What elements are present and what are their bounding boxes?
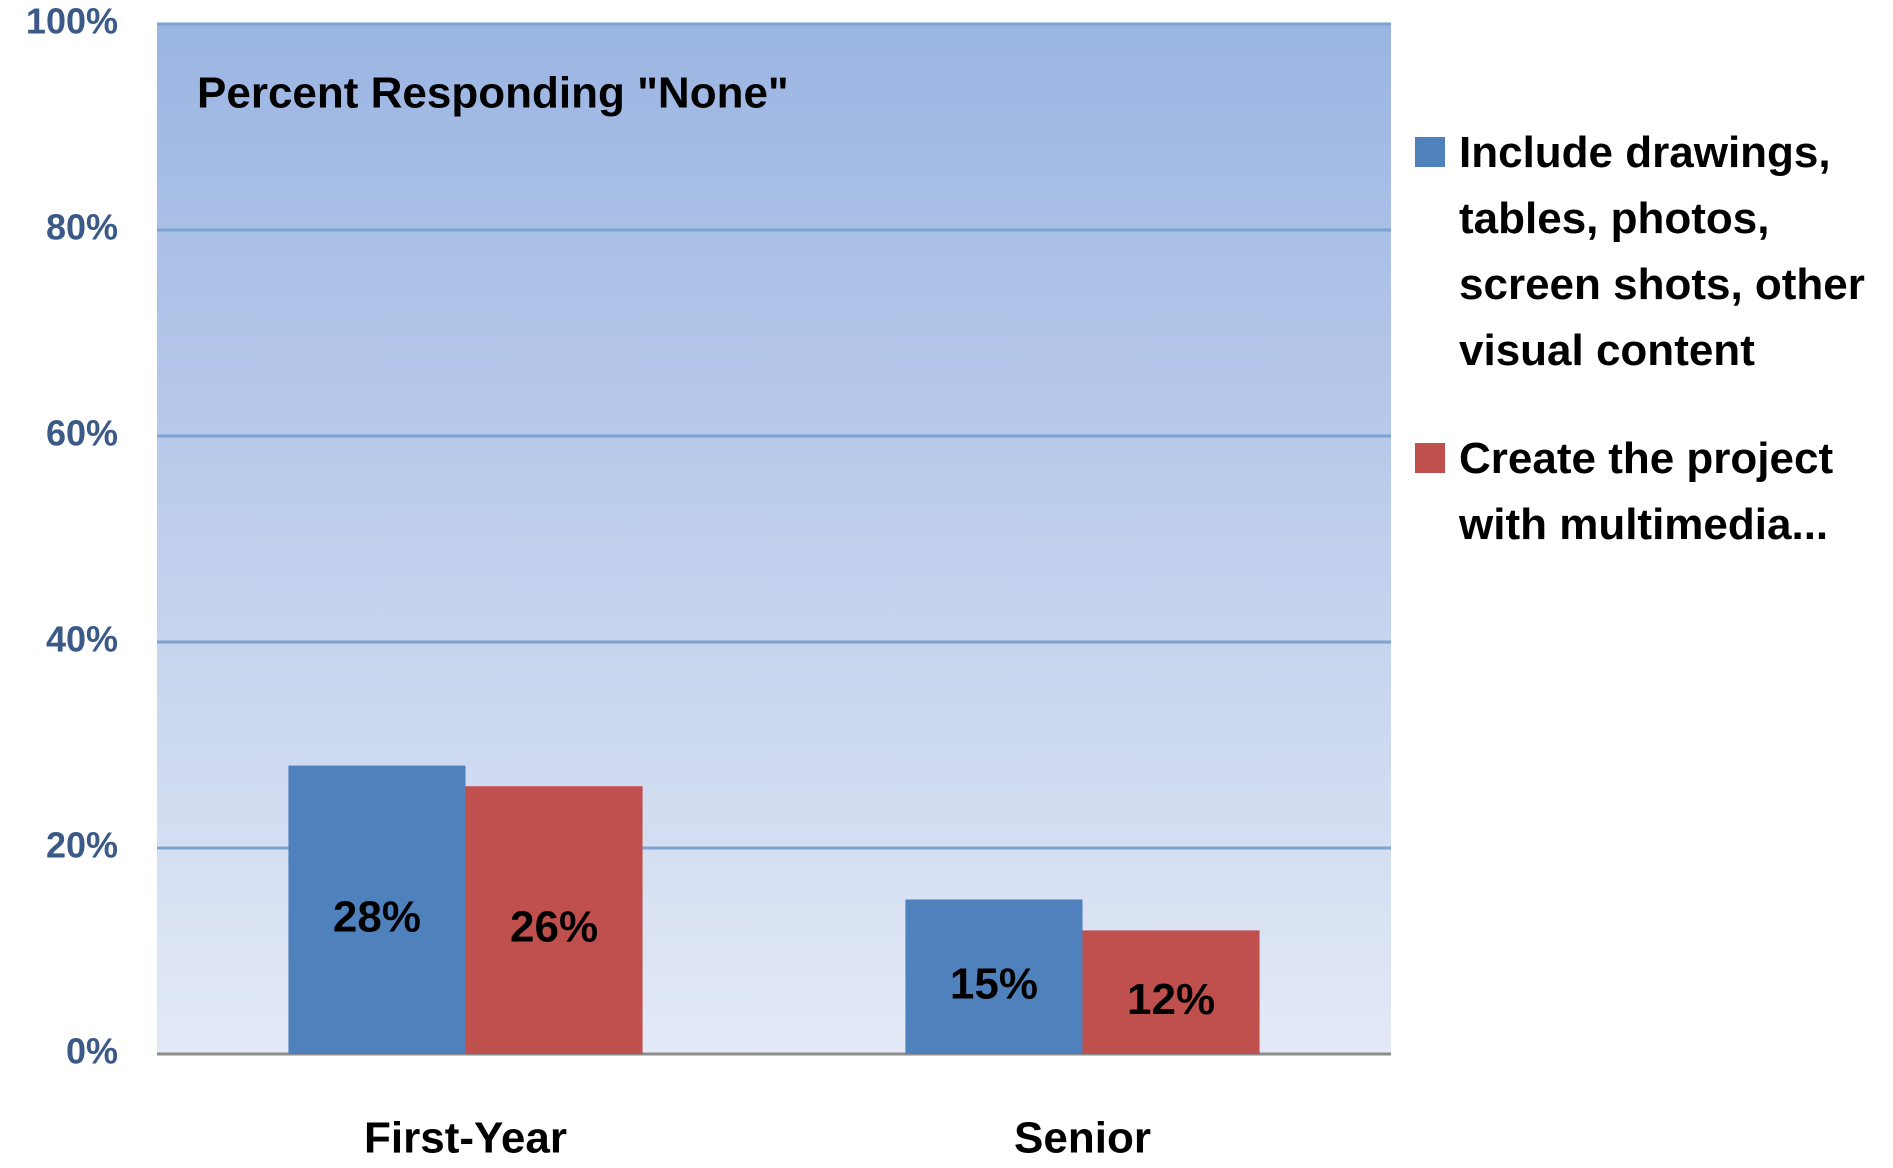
y-tick-label: 80%: [46, 207, 118, 248]
y-tick-label: 20%: [46, 825, 118, 866]
y-tick-label: 40%: [46, 619, 118, 660]
legend-swatch: [1415, 137, 1445, 167]
data-label: 12%: [1127, 975, 1215, 1024]
y-tick-label: 100%: [26, 1, 118, 42]
bar: [905, 899, 1083, 1054]
x-tick-label: Senior: [1014, 1114, 1151, 1163]
legend-item: Create the project with multimedia...: [1415, 426, 1893, 558]
data-label: 28%: [333, 892, 421, 941]
y-tick-label: 0%: [66, 1031, 118, 1072]
legend-label: Include drawings, tables, photos, screen…: [1459, 128, 1865, 375]
x-tick-label: First-Year: [364, 1114, 567, 1163]
bar: [465, 786, 643, 1054]
bar: [1082, 930, 1260, 1054]
legend-item: Include drawings, tables, photos, screen…: [1415, 120, 1893, 384]
data-label: 15%: [950, 959, 1038, 1008]
data-label: 26%: [510, 903, 598, 952]
legend: Include drawings, tables, photos, screen…: [1415, 120, 1893, 600]
y-tick-label: 60%: [46, 413, 118, 454]
bar: [288, 765, 466, 1054]
legend-swatch: [1415, 443, 1445, 473]
chart-title: Percent Responding "None": [197, 69, 789, 118]
legend-label: Create the project with multimedia...: [1459, 434, 1834, 549]
